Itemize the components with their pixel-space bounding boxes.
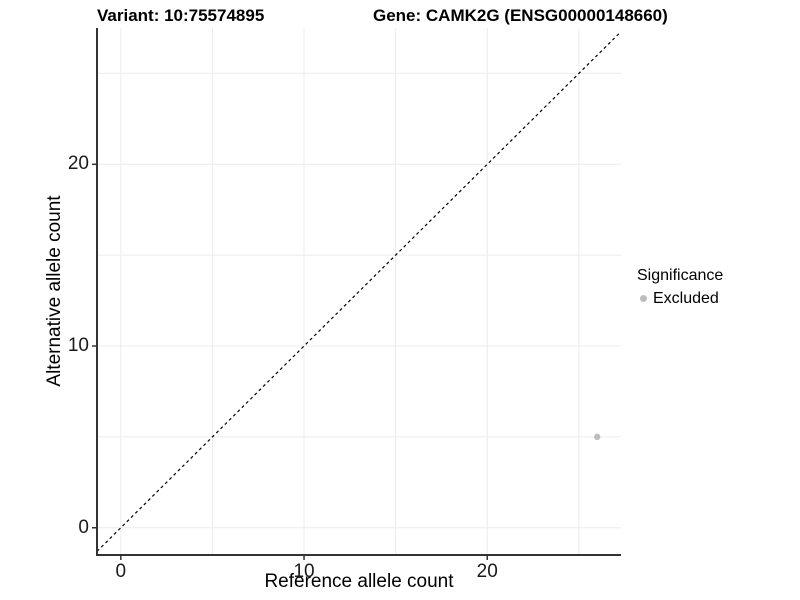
legend-title: Significance xyxy=(637,267,724,284)
data-point xyxy=(593,433,601,441)
legend: Significance Excluded xyxy=(637,266,723,308)
y-tick-label: 20 xyxy=(67,153,89,175)
variant-title: Variant: 10:75574895 xyxy=(97,6,265,25)
y-axis-title: Alternative allele count xyxy=(44,195,65,387)
gene-title: Gene: CAMK2G (ENSG00000148660) xyxy=(373,6,668,25)
x-tick-label: 0 xyxy=(115,561,127,582)
identity-reference-line xyxy=(96,31,622,552)
legend-item-label: Excluded xyxy=(653,290,719,307)
x-axis-title: Reference allele count xyxy=(264,571,454,592)
y-tick-label: 0 xyxy=(78,516,89,538)
legend-key-dot xyxy=(640,295,647,302)
x-tick-label: 10 xyxy=(293,561,315,582)
legend-items: Excluded xyxy=(637,289,723,308)
y-tick-label: 10 xyxy=(67,335,89,357)
legend-item: Excluded xyxy=(637,289,723,308)
x-tick-label: 20 xyxy=(476,561,498,582)
